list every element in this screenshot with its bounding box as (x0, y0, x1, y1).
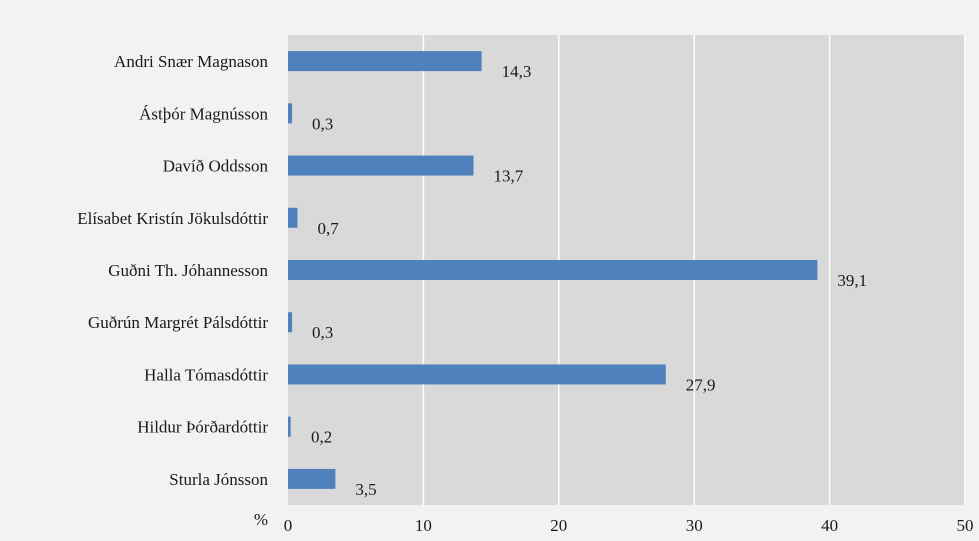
data-label: 27,9 (686, 375, 716, 394)
data-label: 39,1 (837, 271, 867, 290)
x-tick-label: 20 (550, 516, 567, 535)
bar (288, 155, 474, 176)
category-label: Elísabet Kristín Jökulsdóttir (77, 209, 268, 228)
x-tick-labels: 0 10 20 30 40 50 (284, 516, 974, 535)
category-label: Guðni Th. Jóhannesson (108, 261, 268, 280)
x-tick-label: 30 (686, 516, 703, 535)
category-label: Andri Snær Magnason (114, 52, 268, 71)
category-label: Guðrún Margrét Pálsdóttir (88, 313, 268, 332)
x-tick-label: 10 (415, 516, 432, 535)
bar (288, 364, 666, 385)
bar (288, 207, 298, 228)
category-label: Ástþór Magnússon (139, 104, 268, 123)
bar (288, 416, 291, 437)
bar (288, 260, 818, 280)
x-tick-label: 50 (957, 516, 974, 535)
category-labels: Andri Snær Magnason Ástþór Magnússon Davíð… (77, 52, 268, 489)
bar (288, 312, 293, 333)
category-label: Hildur Þórðardóttir (137, 418, 268, 437)
data-labels: 14,3 0,3 13,7 0,7 39,1 0,3 27,9 0,2 3,5 (311, 62, 867, 499)
x-tick-label: 0 (284, 516, 293, 535)
category-label: Davíð Oddsson (163, 157, 269, 176)
x-tick-label: 40 (821, 516, 838, 535)
data-label: 0,2 (311, 428, 332, 447)
bars (288, 51, 818, 489)
bar (288, 468, 336, 489)
data-label: 0,3 (312, 323, 333, 342)
category-label: Halla Tómasdóttir (144, 365, 268, 384)
data-label: 14,3 (502, 62, 532, 81)
bar (288, 103, 293, 124)
data-label: 0,3 (312, 114, 333, 133)
data-label: 3,5 (355, 480, 376, 499)
data-label: 0,7 (317, 219, 339, 238)
x-axis-unit-label: % (254, 510, 268, 529)
bar (288, 51, 482, 72)
data-label: 13,7 (493, 167, 523, 186)
category-label: Sturla Jónsson (169, 470, 268, 489)
